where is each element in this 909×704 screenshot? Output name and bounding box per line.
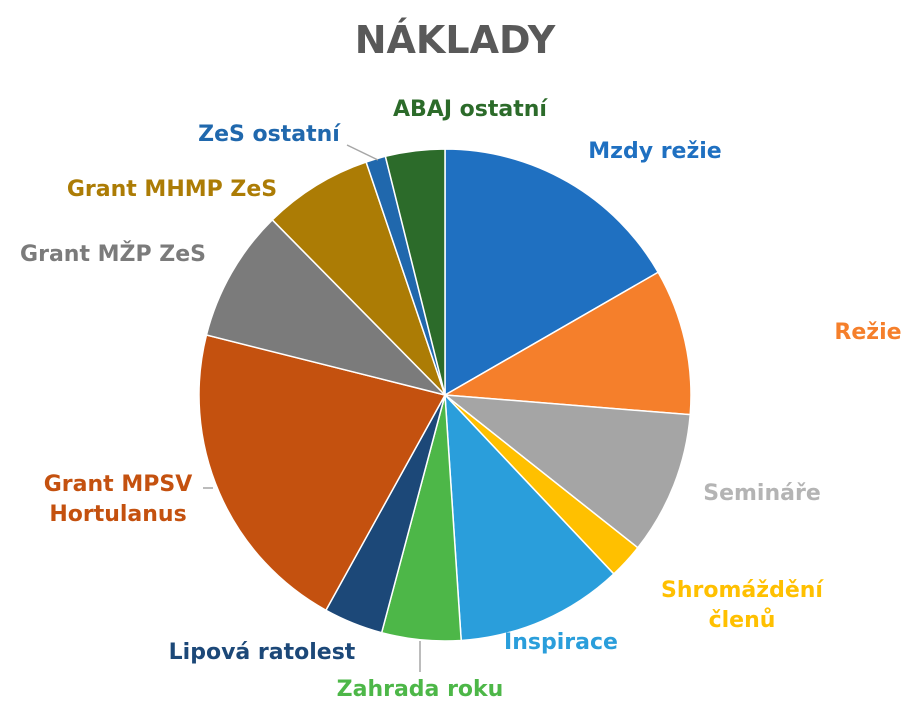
pie-slice [271,161,446,396]
pie-slice [444,392,615,642]
slice-label: Grant MPSV Hortulanus [43,472,193,527]
slice-label: Shromáždění členů [661,578,823,633]
pie-slice [198,334,447,612]
pie-slice [442,271,692,416]
chart-title: NÁKLADY [354,18,556,62]
pie-slice [444,148,660,397]
pie-slice [205,218,448,397]
pie-slice [442,394,692,549]
slice-label: Semináře [703,481,821,506]
slice-label: Zahrada roku [336,677,504,702]
slice-label: Grant MHMP ZeS [66,177,278,202]
leader-line [346,144,379,161]
slice-label: Inspirace [504,630,618,655]
slice-label: Režie [834,320,902,345]
slice-label: Mzdy režie [588,139,722,164]
slice-label: ABAJ ostatní [393,97,547,122]
slice-label: Lipová ratolest [168,640,356,665]
slice-label: Grant MŽP ZeS [20,242,206,267]
slice-label: ZeS ostatní [198,122,340,147]
pie-slice [384,148,446,396]
